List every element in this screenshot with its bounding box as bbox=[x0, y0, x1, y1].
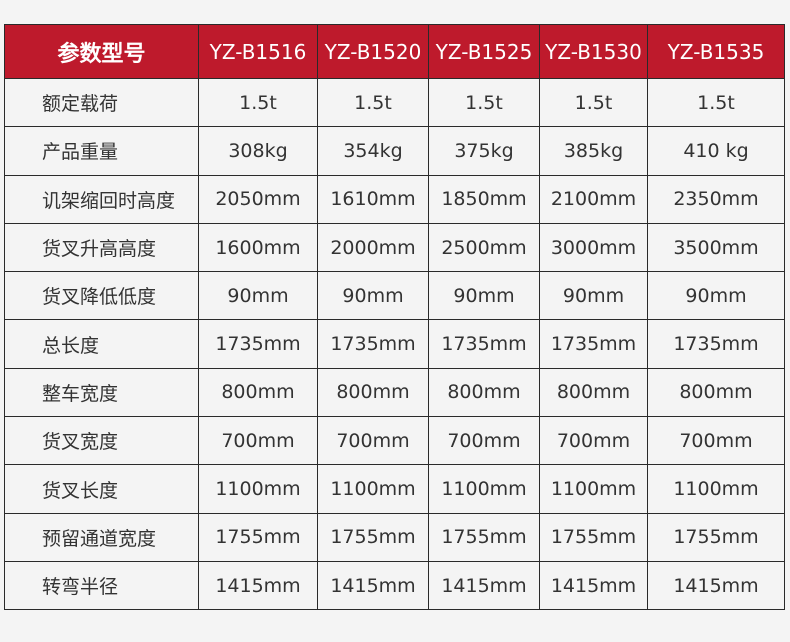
cell-value: 700mm bbox=[647, 416, 785, 466]
row-label: 货叉长度 bbox=[4, 464, 199, 514]
cell-value: 410 kg bbox=[647, 126, 785, 176]
cell-value: 1735mm bbox=[647, 319, 785, 369]
header-title: 参数型号 bbox=[4, 24, 199, 79]
row-label: 额定载荷 bbox=[4, 77, 199, 128]
cell-value: 2050mm bbox=[198, 174, 318, 224]
cell-value: 1.5t bbox=[647, 77, 785, 128]
cell-value: 90mm bbox=[539, 271, 648, 321]
cell-value: 1850mm bbox=[428, 174, 540, 224]
cell-value: 1.5t bbox=[428, 77, 540, 128]
cell-value: 1755mm bbox=[198, 512, 318, 562]
cell-value: 700mm bbox=[198, 416, 318, 466]
cell-value: 800mm bbox=[647, 367, 785, 418]
cell-value: 385kg bbox=[539, 126, 648, 176]
cell-value: 700mm bbox=[428, 416, 540, 466]
cell-value: 1100mm bbox=[539, 464, 648, 514]
cell-value: 1735mm bbox=[428, 319, 540, 369]
header-model: YZ-B1525 bbox=[428, 24, 540, 79]
cell-value: 375kg bbox=[428, 126, 540, 176]
cell-value: 1610mm bbox=[317, 174, 429, 224]
table-row: 转弯半径 1415mm 1415mm 1415mm 1415mm 1415mm bbox=[4, 560, 785, 611]
table-row: 讥架缩回时高度 2050mm 1610mm 1850mm 2100mm 2350mm bbox=[4, 174, 785, 224]
cell-value: 1755mm bbox=[647, 512, 785, 562]
cell-value: 1415mm bbox=[198, 560, 318, 611]
table-row: 预留通道宽度 1755mm 1755mm 1755mm 1755mm 1755mm bbox=[4, 512, 785, 562]
table-row: 产品重量 308kg 354kg 375kg 385kg 410 kg bbox=[4, 126, 785, 176]
cell-value: 90mm bbox=[647, 271, 785, 321]
cell-value: 1100mm bbox=[317, 464, 429, 514]
cell-value: 1755mm bbox=[317, 512, 429, 562]
cell-value: 90mm bbox=[198, 271, 318, 321]
cell-value: 1.5t bbox=[317, 77, 429, 128]
row-label: 产品重量 bbox=[4, 126, 199, 176]
cell-value: 700mm bbox=[317, 416, 429, 466]
cell-value: 1755mm bbox=[539, 512, 648, 562]
cell-value: 1415mm bbox=[317, 560, 429, 611]
cell-value: 800mm bbox=[539, 367, 648, 418]
cell-value: 90mm bbox=[317, 271, 429, 321]
row-label: 整车宽度 bbox=[4, 367, 199, 418]
cell-value: 354kg bbox=[317, 126, 429, 176]
cell-value: 800mm bbox=[198, 367, 318, 418]
cell-value: 1755mm bbox=[428, 512, 540, 562]
cell-value: 1100mm bbox=[428, 464, 540, 514]
cell-value: 2000mm bbox=[317, 222, 429, 273]
row-label: 预留通道宽度 bbox=[4, 512, 199, 562]
cell-value: 2500mm bbox=[428, 222, 540, 273]
table-row: 整车宽度 800mm 800mm 800mm 800mm 800mm bbox=[4, 367, 785, 418]
row-label: 讥架缩回时高度 bbox=[4, 174, 199, 224]
header-model: YZ-B1516 bbox=[198, 24, 318, 79]
cell-value: 800mm bbox=[317, 367, 429, 418]
table-row: 额定载荷 1.5t 1.5t 1.5t 1.5t 1.5t bbox=[4, 77, 785, 128]
table-row: 货叉降低低度 90mm 90mm 90mm 90mm 90mm bbox=[4, 271, 785, 321]
cell-value: 1415mm bbox=[539, 560, 648, 611]
cell-value: 1.5t bbox=[198, 77, 318, 128]
cell-value: 3500mm bbox=[647, 222, 785, 273]
cell-value: 1735mm bbox=[317, 319, 429, 369]
cell-value: 1415mm bbox=[428, 560, 540, 611]
table-row: 货叉长度 1100mm 1100mm 1100mm 1100mm 1100mm bbox=[4, 464, 785, 514]
cell-value: 1.5t bbox=[539, 77, 648, 128]
cell-value: 1100mm bbox=[647, 464, 785, 514]
header-model: YZ-B1535 bbox=[647, 24, 785, 79]
table-row: 货叉宽度 700mm 700mm 700mm 700mm 700mm bbox=[4, 416, 785, 466]
cell-value: 1415mm bbox=[647, 560, 785, 611]
row-label: 货叉宽度 bbox=[4, 416, 199, 466]
cell-value: 2100mm bbox=[539, 174, 648, 224]
table-row: 货叉升高高度 1600mm 2000mm 2500mm 3000mm 3500mm bbox=[4, 222, 785, 273]
cell-value: 2350mm bbox=[647, 174, 785, 224]
header-model: YZ-B1530 bbox=[539, 24, 648, 79]
cell-value: 3000mm bbox=[539, 222, 648, 273]
row-label: 货叉降低低度 bbox=[4, 271, 199, 321]
row-label: 转弯半径 bbox=[4, 560, 199, 611]
header-row: 参数型号 YZ-B1516 YZ-B1520 YZ-B1525 YZ-B1530 YZ-… bbox=[4, 24, 785, 79]
row-label: 货叉升高高度 bbox=[4, 222, 199, 273]
row-label: 总长度 bbox=[4, 319, 199, 369]
cell-value: 90mm bbox=[428, 271, 540, 321]
cell-value: 1735mm bbox=[539, 319, 648, 369]
cell-value: 1735mm bbox=[198, 319, 318, 369]
cell-value: 700mm bbox=[539, 416, 648, 466]
spec-table: 参数型号 YZ-B1516 YZ-B1520 YZ-B1525 YZ-B1530 YZ-… bbox=[4, 24, 785, 611]
table-row: 总长度 1735mm 1735mm 1735mm 1735mm 1735mm bbox=[4, 319, 785, 369]
cell-value: 1100mm bbox=[198, 464, 318, 514]
cell-value: 308kg bbox=[198, 126, 318, 176]
header-model: YZ-B1520 bbox=[317, 24, 429, 79]
cell-value: 800mm bbox=[428, 367, 540, 418]
cell-value: 1600mm bbox=[198, 222, 318, 273]
